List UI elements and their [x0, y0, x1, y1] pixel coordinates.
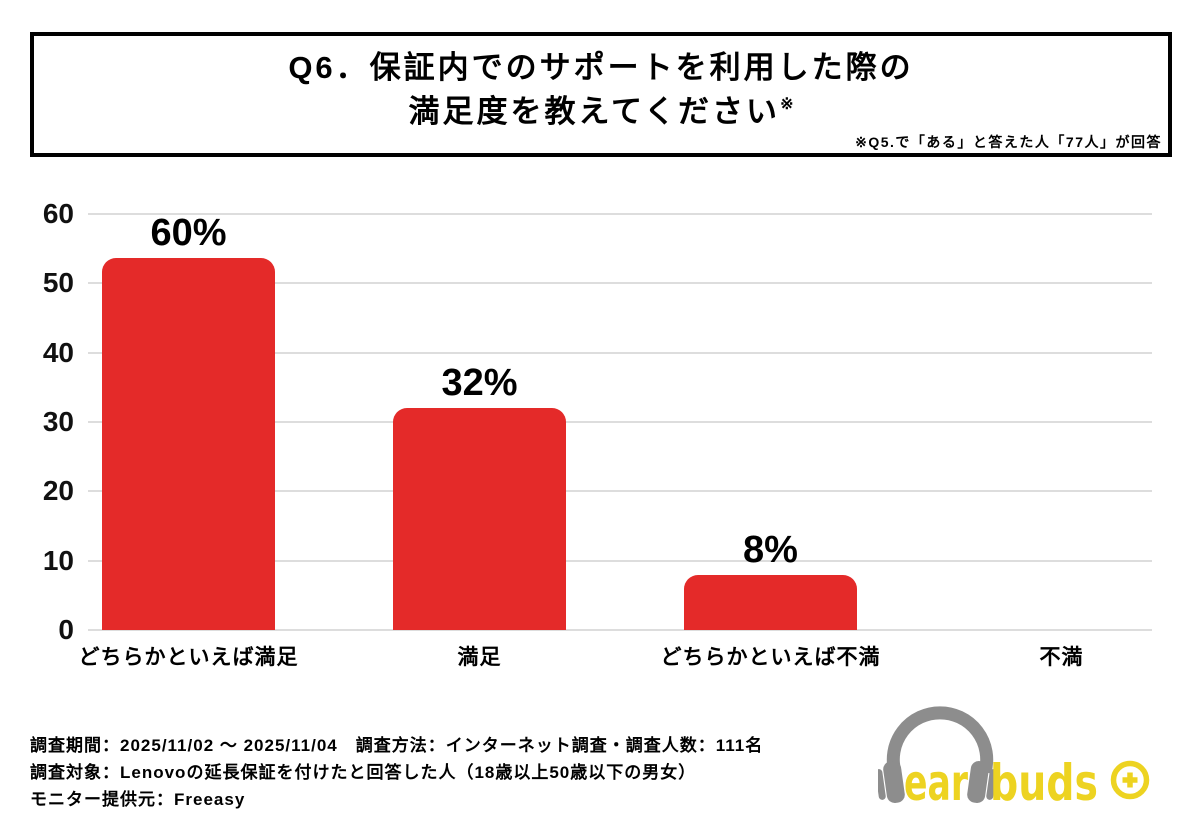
y-tick-label: 30 — [42, 406, 74, 437]
y-tick-label: 20 — [42, 475, 74, 507]
headphones-icon — [875, 706, 997, 804]
logo-text-ear: ear — [904, 754, 968, 812]
survey-note-monitor: モニター提供元：Freeasy — [30, 790, 246, 809]
question-title-line2-text: 満足度を教えてください — [408, 94, 781, 129]
x-category-label: どちらかといえば満足 — [78, 646, 299, 669]
bar-value-label: 32% — [441, 362, 518, 405]
question-title-line2: 満足度を教えてください※ — [34, 90, 1168, 140]
bar — [102, 258, 275, 630]
bars-container: 60% 32% 8% — [43, 214, 1200, 630]
question-title-box: Q6．保証内でのサポートを利用した際の 満足度を教えてください※ ※Q5.で「あ… — [30, 32, 1172, 157]
bar-column: 60% — [43, 214, 334, 630]
y-tick-label: 10 — [42, 544, 74, 576]
gridline — [88, 629, 1152, 631]
survey-note-period: 調査期間：2025/11/02 ～ 2025/11/04 調査方法：インターネッ… — [30, 736, 764, 755]
logo-text-buds: buds — [990, 754, 1098, 812]
bar — [393, 408, 566, 630]
x-axis-category-labels: どちらかといえば満足 満足 どちらかといえば不満 不満 — [43, 641, 1200, 671]
survey-notes: 調査期間：2025/11/02 ～ 2025/11/04 調査方法：インターネッ… — [30, 732, 763, 813]
plot-area — [88, 213, 1152, 631]
x-category-label: 満足 — [457, 646, 502, 669]
y-axis-tick-labels: 0 10 20 30 40 50 60 — [0, 200, 84, 644]
gridline — [88, 282, 1152, 285]
survey-note-target: 調査対象：Lenovoの延長保証を付けたと回答した人（18歳以上50歳以下の男女… — [30, 763, 697, 782]
gridline — [88, 213, 1152, 215]
y-tick-label: 40 — [42, 336, 74, 368]
gridline — [88, 559, 1152, 562]
bar — [684, 574, 857, 630]
gridline — [88, 490, 1152, 493]
question-title-line1: Q6．保証内でのサポートを利用した際の — [288, 50, 914, 85]
earbuds-plus-logo-graphic: ear buds — [875, 706, 1150, 812]
x-category-label: どちらかといえば不満 — [660, 646, 881, 669]
bar-column: 8% — [625, 214, 916, 630]
earbuds-plus-logo: ear buds — [875, 692, 1168, 817]
x-category-label: 不満 — [1039, 646, 1084, 669]
gridline — [88, 351, 1152, 354]
bar-value-label: 60% — [150, 212, 227, 254]
footnote-marker: ※ — [780, 96, 794, 113]
y-tick-label: 60 — [42, 198, 74, 229]
footnote-text: ※Q5.で「ある」と答えた人「77人」が回答 — [855, 134, 1162, 150]
gridline — [88, 421, 1152, 423]
y-tick-label: 0 — [58, 614, 74, 645]
bar-column: 32% — [334, 214, 625, 630]
bar-value-label: 8% — [743, 528, 798, 571]
bar-column — [916, 214, 1200, 630]
circle-plus-icon — [1110, 760, 1150, 800]
y-tick-label: 50 — [42, 267, 74, 299]
